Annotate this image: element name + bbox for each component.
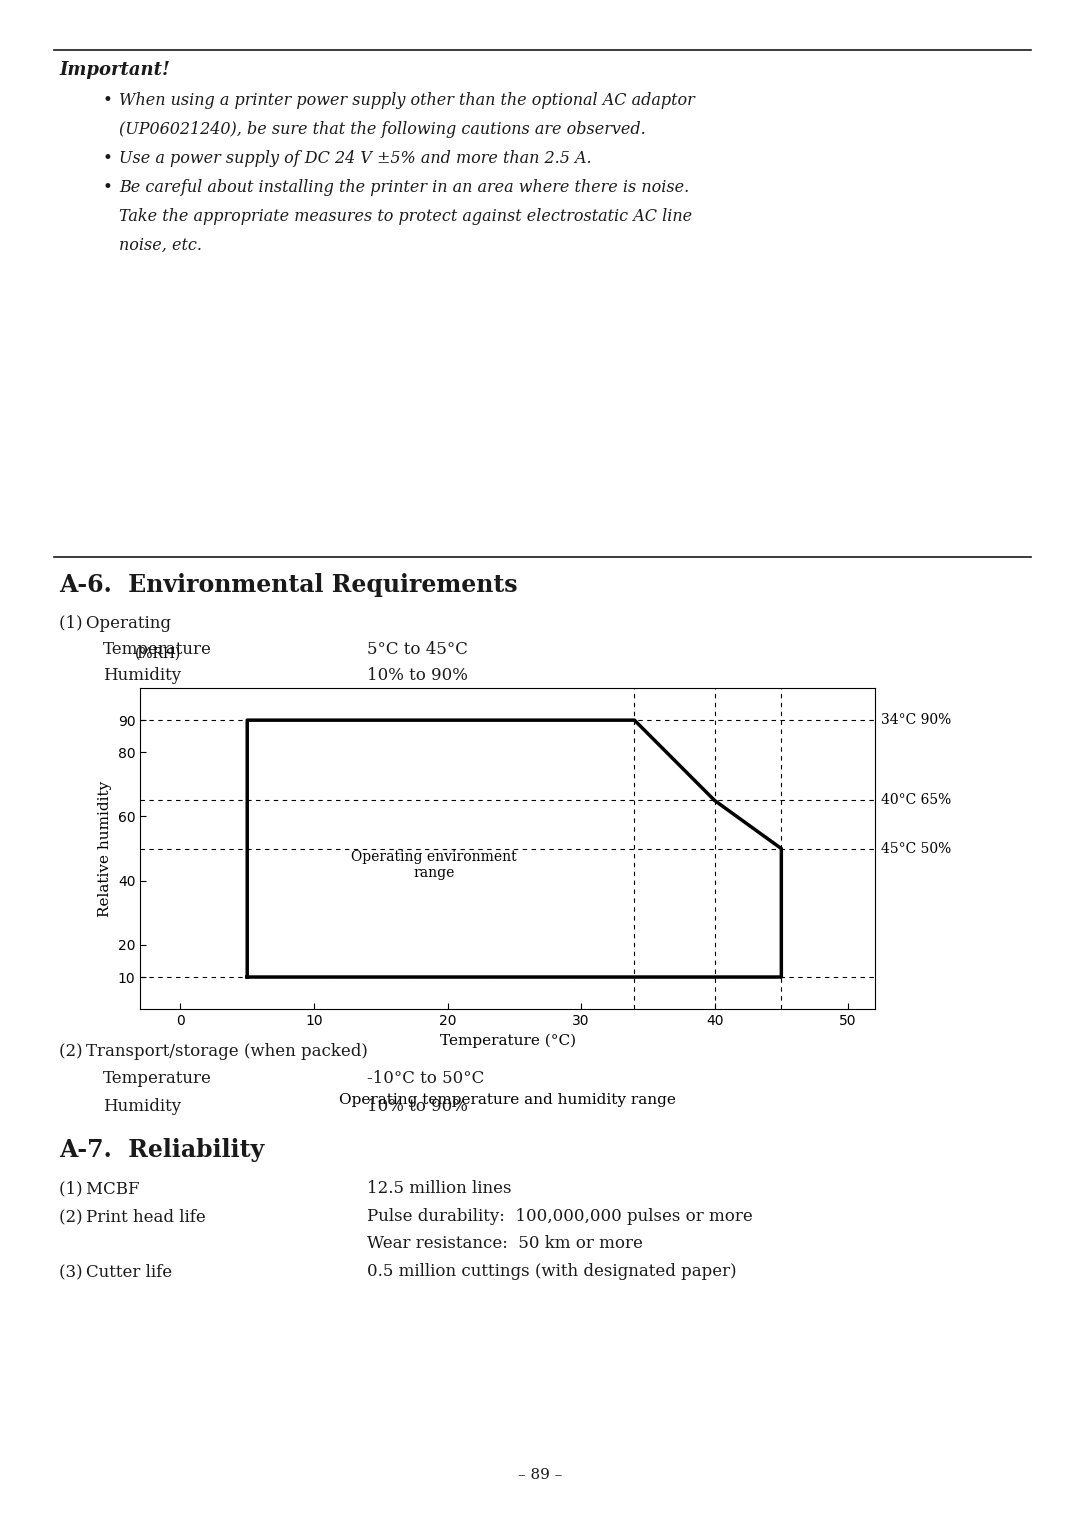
Text: 5°C to 45°C: 5°C to 45°C: [367, 641, 468, 657]
Text: 10% to 90%: 10% to 90%: [367, 667, 468, 683]
Text: A-7.  Reliability: A-7. Reliability: [59, 1138, 265, 1162]
Text: 34°C 90%: 34°C 90%: [881, 713, 951, 728]
Text: Important!: Important!: [59, 61, 171, 80]
Text: Wear resistance:  50 km or more: Wear resistance: 50 km or more: [367, 1235, 643, 1252]
Text: -10°C to 50°C: -10°C to 50°C: [367, 1070, 485, 1087]
Text: Be careful about installing the printer in an area where there is noise.: Be careful about installing the printer …: [119, 179, 689, 196]
Text: 0.5 million cuttings (with designated paper): 0.5 million cuttings (with designated pa…: [367, 1263, 737, 1280]
Text: •: •: [103, 179, 112, 196]
Text: (1) Operating: (1) Operating: [59, 615, 172, 631]
Text: (2) Print head life: (2) Print head life: [59, 1208, 206, 1225]
Text: (%RH): (%RH): [135, 647, 181, 661]
Text: noise, etc.: noise, etc.: [119, 237, 202, 254]
Text: Humidity: Humidity: [103, 667, 180, 683]
Text: – 89 –: – 89 –: [517, 1468, 563, 1482]
X-axis label: Temperature (°C): Temperature (°C): [440, 1034, 576, 1047]
Text: Operating environment
range: Operating environment range: [351, 850, 517, 879]
Text: (1) MCBF: (1) MCBF: [59, 1180, 140, 1197]
Text: Take the appropriate measures to protect against electrostatic AC line: Take the appropriate measures to protect…: [119, 208, 692, 225]
Text: •: •: [103, 92, 112, 109]
Text: (2) Transport/storage (when packed): (2) Transport/storage (when packed): [59, 1043, 368, 1060]
Text: Operating temperature and humidity range: Operating temperature and humidity range: [339, 1093, 676, 1107]
Text: (3) Cutter life: (3) Cutter life: [59, 1263, 173, 1280]
Text: 12.5 million lines: 12.5 million lines: [367, 1180, 512, 1197]
Text: 45°C 50%: 45°C 50%: [881, 841, 951, 856]
Text: APPENDIX: APPENDIX: [1027, 829, 1041, 899]
Text: (UP06021240), be sure that the following cautions are observed.: (UP06021240), be sure that the following…: [119, 121, 646, 138]
Text: When using a printer power supply other than the optional AC adaptor: When using a printer power supply other …: [119, 92, 694, 109]
Text: Humidity: Humidity: [103, 1098, 180, 1115]
Text: Pulse durability:  100,000,000 pulses or more: Pulse durability: 100,000,000 pulses or …: [367, 1208, 753, 1225]
Text: A-6.  Environmental Requirements: A-6. Environmental Requirements: [59, 573, 518, 598]
Text: •: •: [103, 150, 112, 167]
Text: Temperature: Temperature: [103, 1070, 212, 1087]
Y-axis label: Relative humidity: Relative humidity: [98, 780, 112, 917]
Text: 10% to 90%: 10% to 90%: [367, 1098, 468, 1115]
Text: Use a power supply of DC 24 V ±5% and more than 2.5 A.: Use a power supply of DC 24 V ±5% and mo…: [119, 150, 592, 167]
Text: Temperature: Temperature: [103, 641, 212, 657]
Text: 40°C 65%: 40°C 65%: [881, 794, 951, 807]
